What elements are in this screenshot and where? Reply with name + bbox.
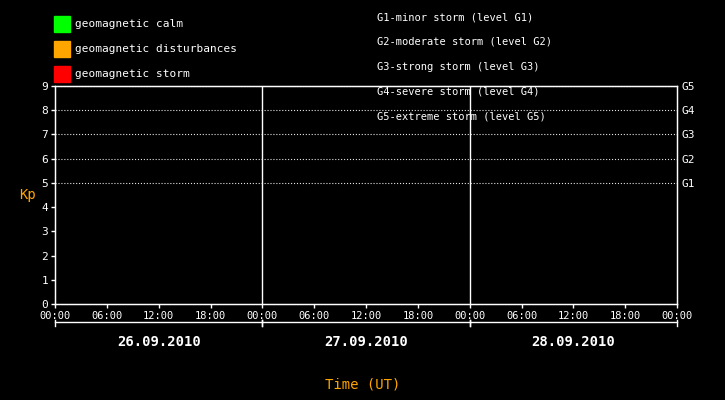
Text: geomagnetic storm: geomagnetic storm [75,69,190,78]
Text: geomagnetic calm: geomagnetic calm [75,19,183,29]
Text: G2-moderate storm (level G2): G2-moderate storm (level G2) [377,37,552,47]
Text: G4-severe storm (level G4): G4-severe storm (level G4) [377,86,539,96]
Text: Time (UT): Time (UT) [325,378,400,392]
Text: 28.09.2010: 28.09.2010 [531,335,616,349]
Text: G3-strong storm (level G3): G3-strong storm (level G3) [377,62,539,72]
Text: G5-extreme storm (level G5): G5-extreme storm (level G5) [377,111,546,121]
Text: 27.09.2010: 27.09.2010 [324,335,408,349]
Y-axis label: Kp: Kp [19,188,36,202]
Text: G1-minor storm (level G1): G1-minor storm (level G1) [377,12,534,22]
Text: 26.09.2010: 26.09.2010 [117,335,201,349]
Text: geomagnetic disturbances: geomagnetic disturbances [75,44,237,54]
